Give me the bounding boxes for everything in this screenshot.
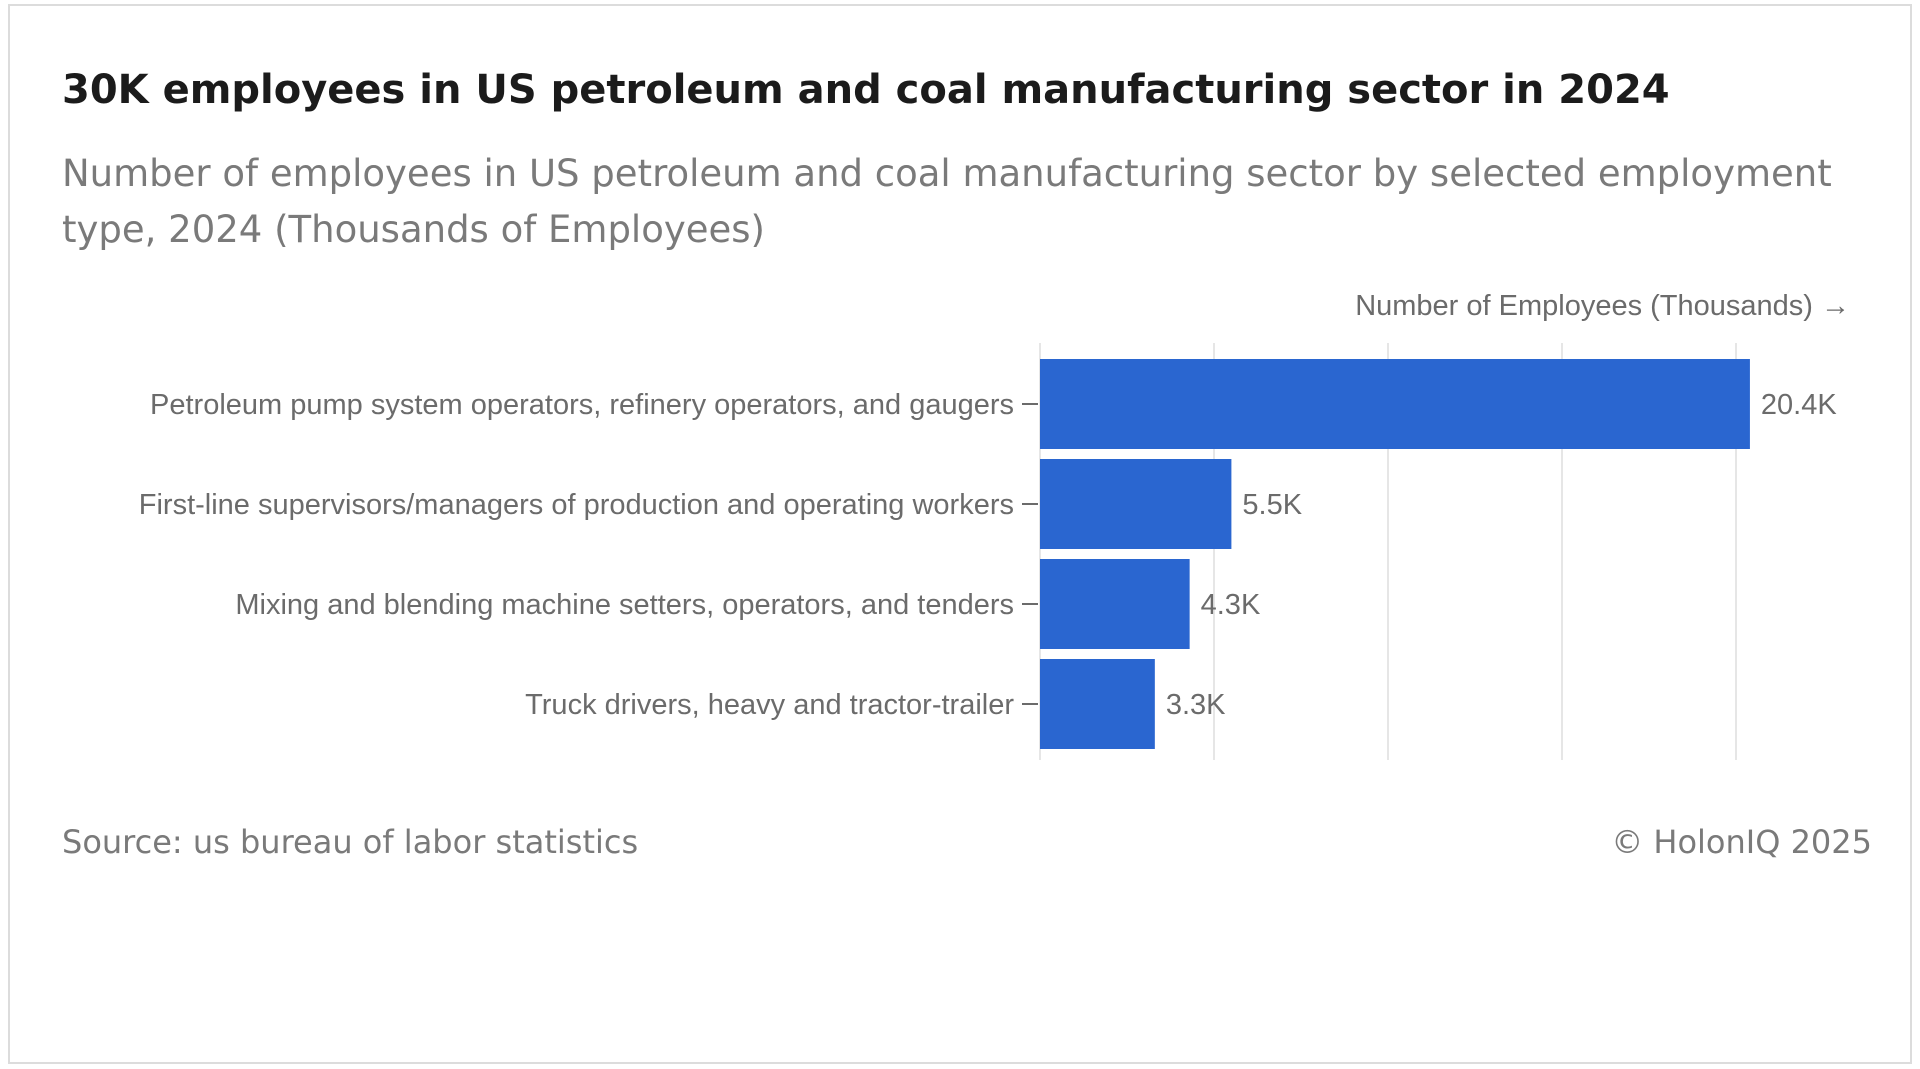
source-note: Source: us bureau of labor statistics xyxy=(62,823,639,861)
value-label: 20.4K xyxy=(1761,389,1837,421)
category-label: Petroleum pump system operators, refiner… xyxy=(150,389,1014,421)
bar xyxy=(1040,559,1190,649)
category-label: Mixing and blending machine setters, ope… xyxy=(235,589,1014,621)
value-label: 5.5K xyxy=(1242,489,1302,521)
chart-card xyxy=(8,4,1912,1064)
chart-subtitle: Number of employees in US petroleum and … xyxy=(62,152,1832,251)
bar xyxy=(1040,459,1232,549)
x-axis-title: Number of Employees (Thousands) → xyxy=(1355,290,1850,322)
value-label: 3.3K xyxy=(1166,689,1226,721)
chart-title: 30K employees in US petroleum and coal m… xyxy=(62,67,1670,113)
bar xyxy=(1040,359,1750,449)
value-label: 4.3K xyxy=(1201,589,1261,621)
category-label: Truck drivers, heavy and tractor-trailer xyxy=(525,689,1014,721)
bar xyxy=(1040,659,1155,749)
category-label: First-line supervisors/managers of produ… xyxy=(139,489,1014,521)
copyright-note: © HolonIQ 2025 xyxy=(1611,823,1872,861)
